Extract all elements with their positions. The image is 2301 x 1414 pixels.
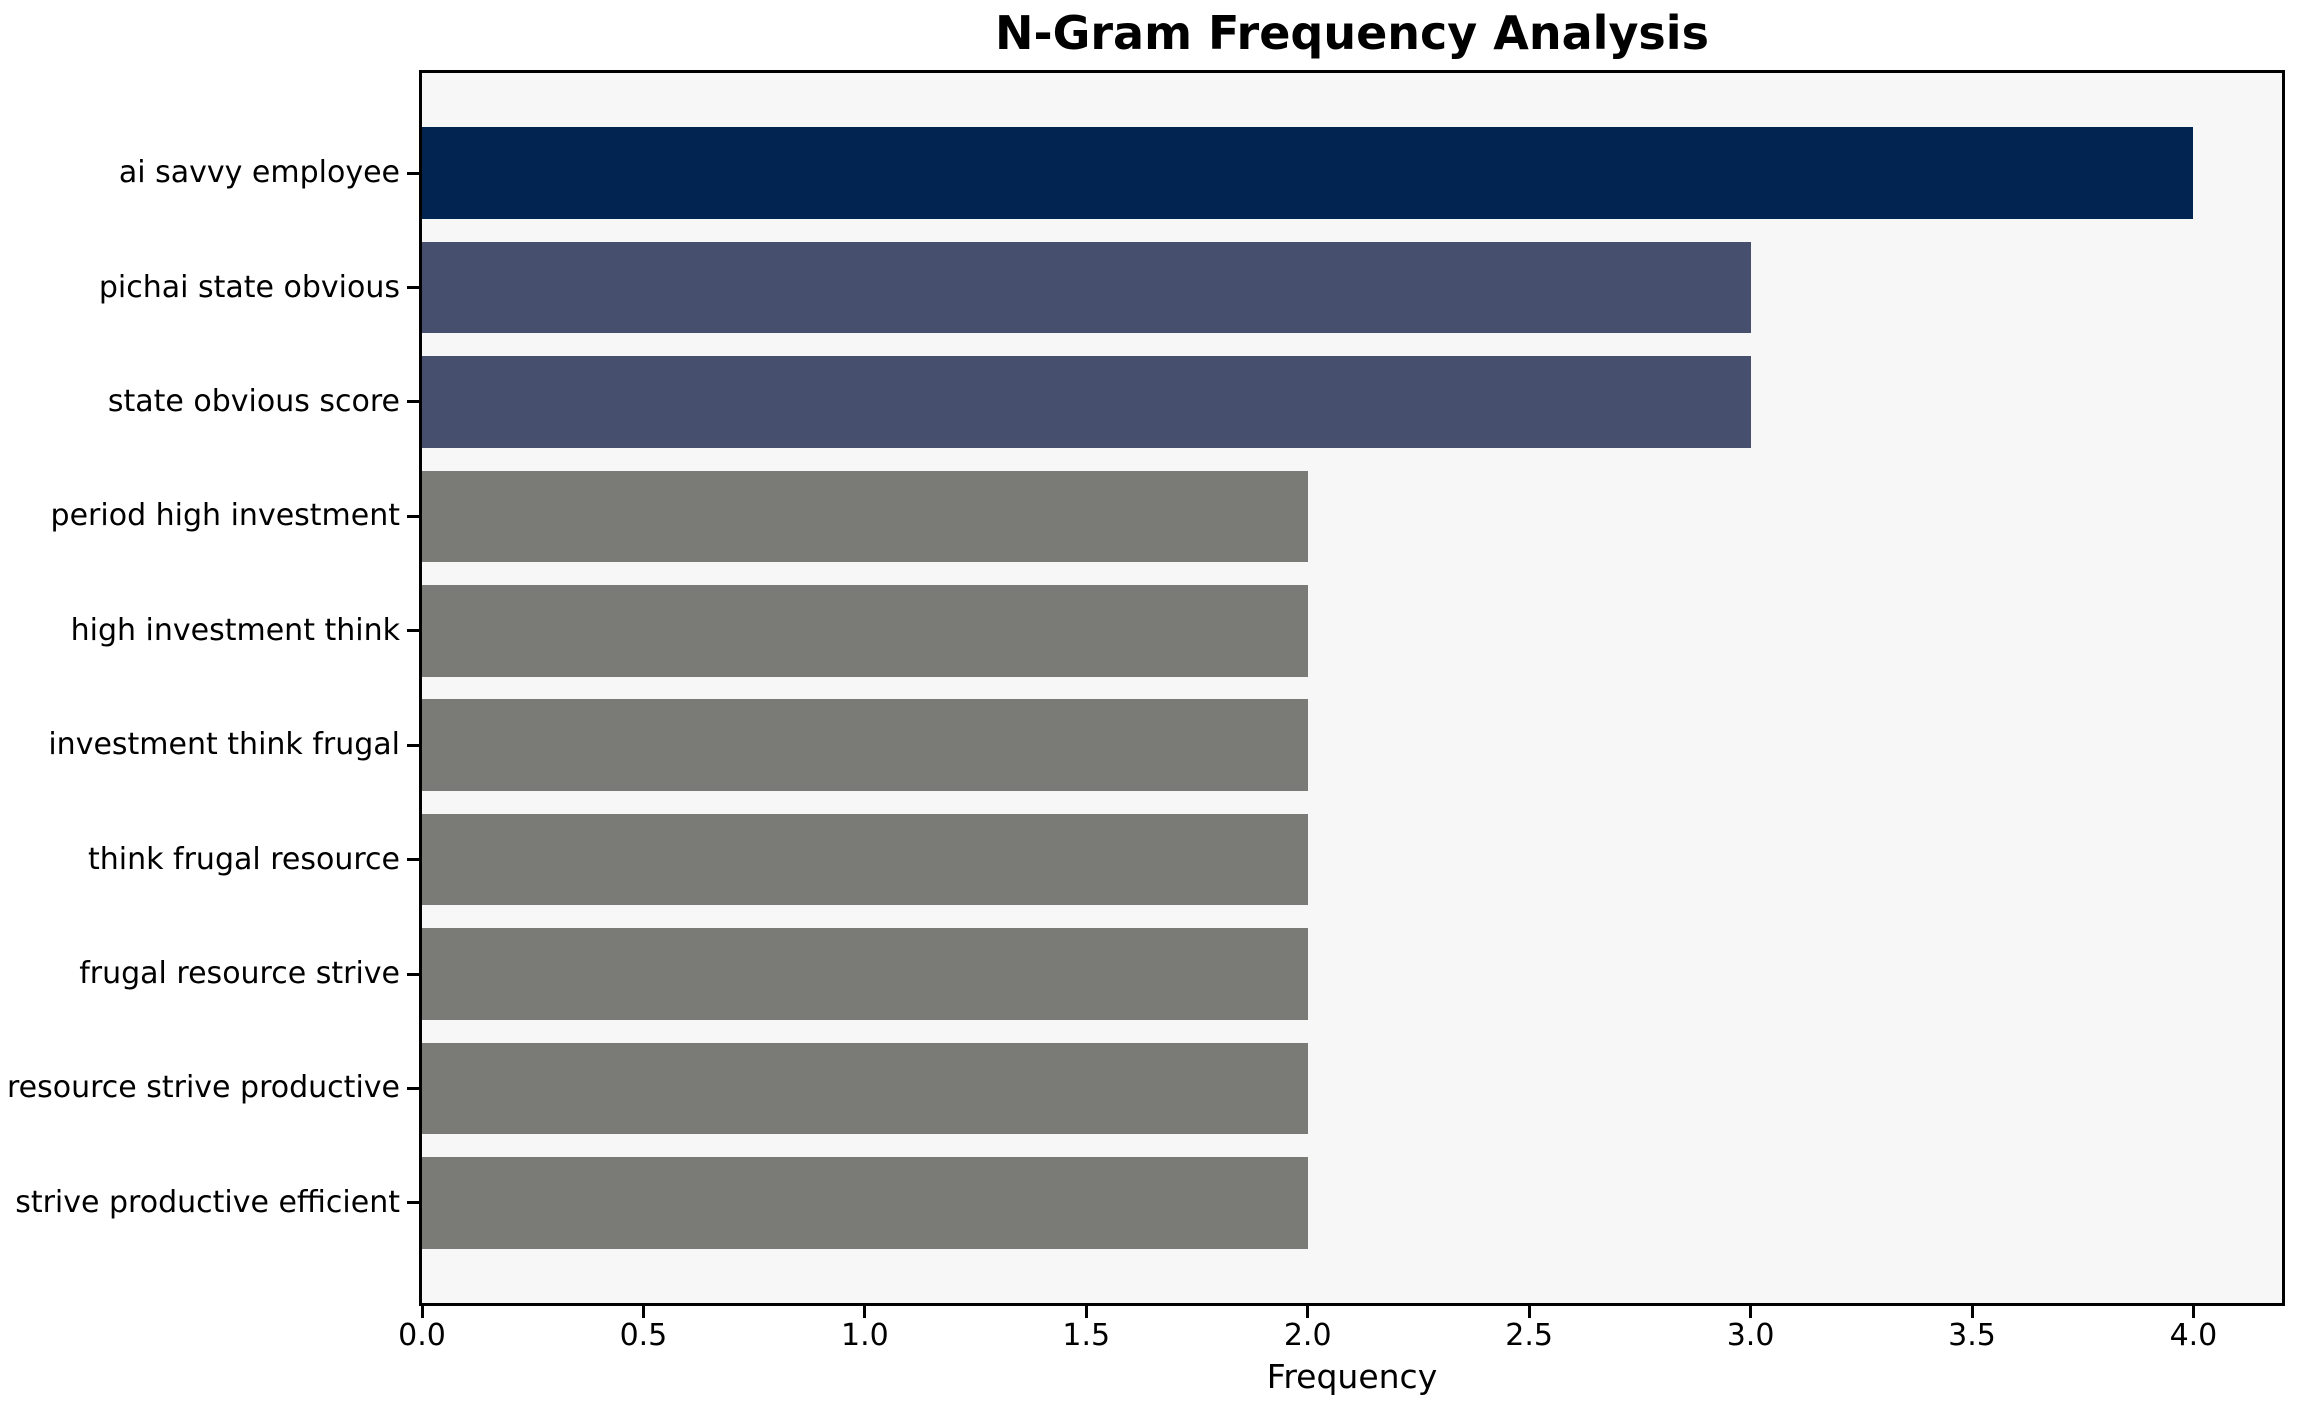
x-tick-label: 1.5 [1062,1318,1111,1353]
bar-ai-savvy-employee [422,127,2194,219]
y-tick-label: high investment think [70,612,400,648]
y-tick-mark [407,514,419,518]
x-tick-mark [1970,1306,1974,1318]
y-tick-label: strive productive efficient [15,1184,400,1220]
plot-area [419,70,2285,1306]
bar-period-high-investment [422,470,1308,563]
x-tick-label: 3.0 [1726,1318,1775,1353]
y-tick-mark [407,629,419,633]
bar-resource-strive-productive [422,1042,1308,1135]
y-tick-mark [407,972,419,976]
x-tick-label: 1.0 [840,1318,889,1353]
bar-high-investment-think [422,585,1308,677]
y-tick-mark [407,743,419,747]
bar-frugal-resource-strive [422,928,1308,1020]
x-tick-label: 3.5 [1948,1318,1996,1353]
x-tick-label: 4.0 [2169,1318,2218,1353]
x-tick-mark [1749,1306,1753,1318]
x-tick-mark [2191,1306,2195,1318]
x-tick-label: 0.5 [619,1318,668,1353]
bar-strive-productive-efficient [422,1157,1308,1249]
x-tick-mark [641,1306,645,1318]
x-axis-label: Frequency [1266,1357,1438,1396]
y-tick-mark [407,286,419,290]
x-tick-label: 2.5 [1505,1318,1553,1353]
y-tick-label: investment think frugal [48,727,400,763]
bar-think-frugal-resource [422,813,1308,906]
y-tick-label: ai savvy employee [118,155,400,191]
y-tick-mark [407,858,419,862]
x-tick-mark [1306,1306,1310,1318]
x-tick-mark [420,1306,424,1318]
y-tick-label: think frugal resource [88,841,400,877]
y-tick-label: resource strive productive [6,1070,400,1106]
bar-state-obvious-score [422,356,1751,448]
y-tick-label: state obvious score [107,383,400,419]
x-tick-mark [1527,1306,1531,1318]
x-tick-mark [1084,1306,1088,1318]
y-tick-label: period high investment [50,498,400,534]
y-tick-mark [407,171,419,175]
bar-investment-think-frugal [422,699,1308,791]
y-tick-mark [407,400,419,404]
y-tick-label: pichai state obvious [98,269,400,305]
x-tick-mark [863,1306,867,1318]
bar-pichai-state-obvious [422,241,1751,334]
x-tick-label: 2.0 [1283,1318,1332,1353]
chart-title: N-Gram Frequency Analysis [995,6,1709,60]
y-tick-mark [407,1201,419,1205]
x-tick-label: 0.0 [398,1318,446,1353]
y-tick-mark [407,1086,419,1090]
y-tick-label: frugal resource strive [79,956,400,992]
